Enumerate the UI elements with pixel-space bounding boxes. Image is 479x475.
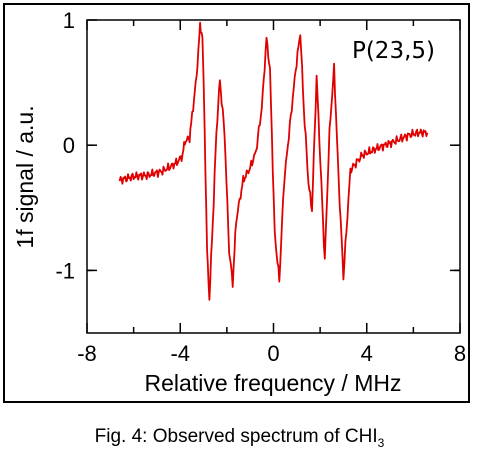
figure-caption: Fig. 4: Observed spectrum of CHI3 xyxy=(0,426,479,450)
caption-subscript: 3 xyxy=(377,435,385,450)
y-tick-label: -1 xyxy=(55,258,75,283)
y-tick-label: 1 xyxy=(63,8,75,33)
figure-frame: -8 -4 0 4 8 1 0 -1 P(23,5) Relative frequency /… xyxy=(3,3,470,403)
spectrum-line xyxy=(118,21,429,301)
x-axis-title: Relative frequency / MHz xyxy=(145,370,402,396)
x-tick-label: -4 xyxy=(170,341,190,366)
x-tick-label: 0 xyxy=(267,341,279,366)
transition-label: P(23,5) xyxy=(352,38,435,64)
y-axis-title: 1f signal / a.u. xyxy=(12,105,38,248)
ticks-layer xyxy=(86,19,461,333)
tick-labels-layer: -8 -4 0 4 8 1 0 -1 xyxy=(55,8,466,366)
y-tick-label: 0 xyxy=(63,133,75,158)
x-tick-label: 4 xyxy=(361,341,373,366)
x-tick-label: -8 xyxy=(77,341,97,366)
spectrum-chart: -8 -4 0 4 8 1 0 -1 P(23,5) Relative frequency /… xyxy=(12,8,466,396)
caption-text: Fig. 4: Observed spectrum of CHI xyxy=(94,426,378,447)
x-tick-label: 8 xyxy=(454,341,466,366)
